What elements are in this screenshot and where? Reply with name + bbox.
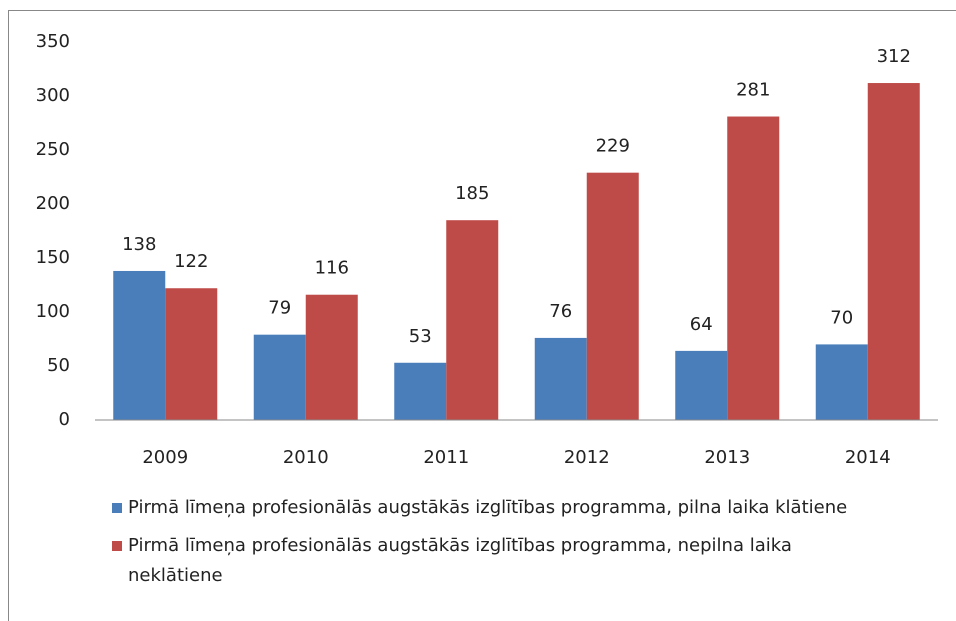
y-tick-label: 200 xyxy=(36,193,70,214)
x-tick-label: 2010 xyxy=(283,447,329,468)
legend-label: Pirmā līmeņa profesionālās augstākās izg… xyxy=(128,497,848,518)
legend-entry: Pirmā līmeņa profesionālās augstākās izg… xyxy=(112,493,892,523)
y-tick-label: 50 xyxy=(47,355,70,376)
data-label: 116 xyxy=(315,258,349,279)
data-label: 312 xyxy=(877,46,911,67)
chart-frame xyxy=(8,10,956,621)
x-tick-label: 2013 xyxy=(704,447,750,468)
bar xyxy=(446,220,499,420)
bar xyxy=(586,172,639,420)
y-tick-label: 300 xyxy=(36,85,70,106)
data-label: 229 xyxy=(596,136,630,157)
data-label: 185 xyxy=(455,183,489,204)
x-tick-label: 2012 xyxy=(564,447,610,468)
bar xyxy=(727,116,780,421)
data-label: 64 xyxy=(690,314,713,335)
x-tick-label: 2014 xyxy=(845,447,891,468)
bar xyxy=(113,270,166,420)
legend-swatch xyxy=(112,503,122,513)
data-label: 70 xyxy=(830,307,853,328)
data-label: 53 xyxy=(409,326,432,347)
y-tick-label: 100 xyxy=(36,301,70,322)
legend-label: Pirmā līmeņa profesionālās augstākās izg… xyxy=(128,535,792,586)
bar xyxy=(305,294,358,420)
data-label: 122 xyxy=(174,251,208,272)
x-tick-label: 2009 xyxy=(142,447,188,468)
x-tick-label: 2011 xyxy=(423,447,469,468)
bar xyxy=(815,344,868,420)
bar xyxy=(534,337,587,420)
legend-entry: Pirmā līmeņa profesionālās augstākās izg… xyxy=(112,531,892,591)
y-tick-label: 350 xyxy=(36,31,70,52)
data-label: 138 xyxy=(122,234,156,255)
bar xyxy=(867,83,920,420)
y-tick-label: 250 xyxy=(36,139,70,160)
data-label: 281 xyxy=(736,80,770,101)
y-tick-label: 0 xyxy=(59,409,70,430)
legend-swatch xyxy=(112,541,122,551)
y-tick-label: 150 xyxy=(36,247,70,268)
data-label: 76 xyxy=(549,301,572,322)
bar xyxy=(253,334,306,420)
bar xyxy=(675,350,728,420)
data-label: 79 xyxy=(268,298,291,319)
bar xyxy=(394,362,447,420)
bar xyxy=(165,288,218,420)
legend: Pirmā līmeņa profesionālās augstākās izg… xyxy=(112,493,892,599)
